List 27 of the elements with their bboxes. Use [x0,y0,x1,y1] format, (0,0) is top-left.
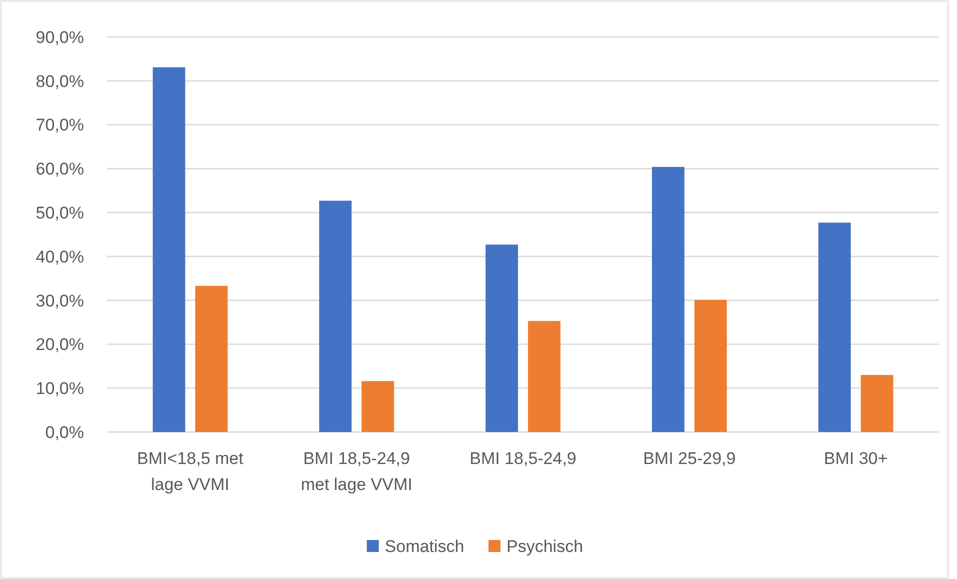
y-tick-label: 50,0% [36,204,84,223]
y-tick-label: 70,0% [36,116,84,135]
y-tick-label: 20,0% [36,335,84,354]
bar [528,320,560,432]
bar [486,244,518,432]
bar [818,222,851,432]
x-tick-label: BMI 18,5-24,9 [470,449,576,468]
bar [195,286,228,432]
bar [652,166,684,432]
legend-label: Somatisch [384,536,464,556]
y-tick-label: 60,0% [36,160,84,179]
bar [694,300,727,432]
y-tick-label: 30,0% [36,291,84,310]
y-tick-label: 40,0% [36,247,84,266]
bar [319,200,352,432]
x-tick-label: BMI<18,5 met lage VVMI [137,449,244,494]
bar [362,381,394,432]
y-tick-label: 10,0% [36,379,84,398]
y-tick-label: 0,0% [45,422,84,442]
y-tick-label: 80,0% [36,72,84,91]
x-tick-label: BMI 25-29,9 [643,449,736,468]
y-tick-label: 90,0% [36,28,84,47]
legend-label: Psychisch [506,536,584,556]
bar [152,67,186,432]
bar [860,374,894,432]
x-tick-label: BMI 18,5-24,9 met lage VVMI [300,449,412,494]
x-tick-label: BMI 30+ [824,449,888,468]
